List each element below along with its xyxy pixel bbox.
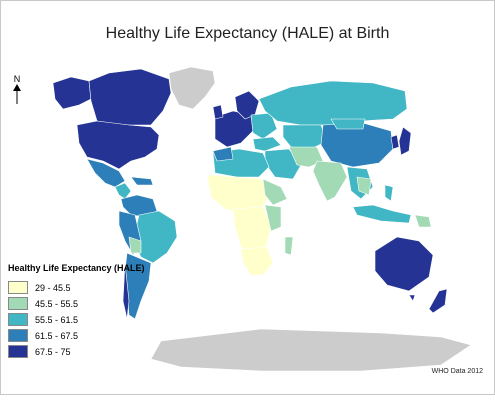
region-indonesia: [352, 204, 412, 224]
legend-item: 45.5 - 55.5: [8, 296, 158, 311]
region-uk: [212, 104, 224, 120]
legend-swatch: [8, 329, 28, 342]
region-southern-africa: [240, 246, 274, 276]
legend-item: 29 - 45.5: [8, 280, 158, 295]
region-maghreb: [212, 146, 234, 162]
map-legend: Healthy Life Expectancy (HALE) 29 - 45.5…: [8, 262, 158, 360]
map-title: Healthy Life Expectancy (HALE) at Birth: [105, 25, 390, 42]
legend-items: 29 - 45.5 45.5 - 55.5 55.5 - 61.5 61.5 - 67…: [8, 280, 158, 359]
legend-title: Healthy Life Expectancy (HALE): [8, 263, 145, 273]
region-japan: [398, 126, 412, 156]
legend-label: 29 - 45.5: [35, 282, 71, 293]
region-korea: [390, 134, 400, 150]
region-new-zealand: [428, 288, 448, 314]
region-mexico: [86, 158, 126, 188]
legend-item: 67.5 - 75: [8, 344, 158, 359]
region-png: [414, 214, 432, 228]
region-mongolia: [330, 118, 366, 130]
region-central-america: [114, 182, 132, 200]
legend-item: 61.5 - 67.5: [8, 328, 158, 343]
region-greenland: [168, 66, 216, 110]
legend-label: 67.5 - 75: [35, 346, 71, 357]
region-western-europe: [214, 110, 254, 148]
region-india: [312, 160, 348, 202]
region-australia: [374, 236, 434, 292]
legend-swatch: [8, 281, 28, 294]
region-caribbean: [130, 176, 154, 186]
legend-item: 55.5 - 61.5: [8, 312, 158, 327]
region-bolivia: [128, 236, 142, 254]
legend-swatch: [8, 345, 28, 358]
legend-label: 45.5 - 55.5: [35, 298, 79, 309]
region-chile-coast: [122, 262, 130, 320]
region-china: [320, 122, 394, 168]
legend-label: 55.5 - 61.5: [35, 314, 79, 325]
region-antarctica: [150, 328, 472, 372]
region-turkey: [252, 136, 282, 152]
region-canada: [88, 68, 172, 126]
north-arrow-icon: [13, 84, 21, 104]
region-tasmania: [408, 294, 416, 302]
region-east-africa: [264, 204, 282, 232]
region-madagascar: [284, 236, 294, 256]
north-label: N: [13, 74, 21, 84]
legend-label: 61.5 - 67.5: [35, 330, 79, 341]
region-russia: [258, 80, 408, 126]
region-central-asia: [282, 124, 328, 150]
legend-swatch: [8, 313, 28, 326]
region-alaska: [52, 76, 92, 110]
legend-swatch: [8, 297, 28, 310]
source-note: WHO Data 2012: [431, 368, 483, 375]
region-philippines: [384, 184, 394, 202]
region-indochina: [356, 176, 372, 196]
region-usa: [76, 120, 160, 170]
region-horn: [262, 178, 288, 206]
